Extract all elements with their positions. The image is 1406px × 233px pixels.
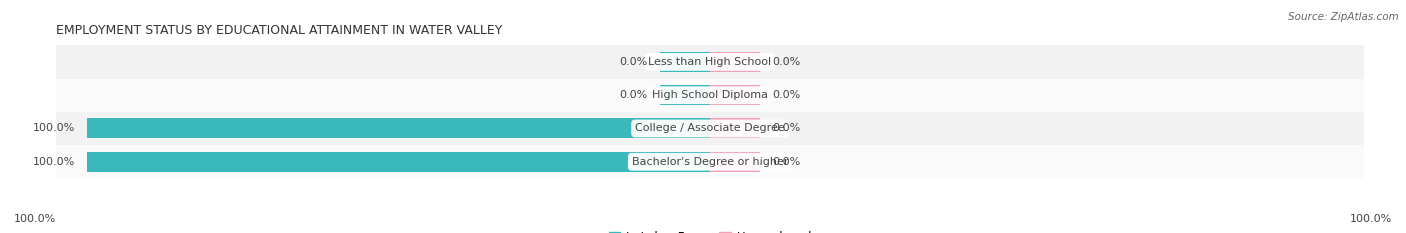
Text: EMPLOYMENT STATUS BY EDUCATIONAL ATTAINMENT IN WATER VALLEY: EMPLOYMENT STATUS BY EDUCATIONAL ATTAINM… [56, 24, 502, 37]
Bar [87, 152, 710, 172]
Text: 100.0%: 100.0% [32, 157, 75, 167]
Text: 0.0%: 0.0% [772, 57, 800, 67]
Text: Source: ZipAtlas.com: Source: ZipAtlas.com [1288, 12, 1399, 22]
Text: High School Diploma: High School Diploma [652, 90, 768, 100]
Text: Bachelor's Degree or higher: Bachelor's Degree or higher [631, 157, 789, 167]
Text: 0.0%: 0.0% [772, 157, 800, 167]
Bar [710, 152, 759, 172]
Bar [56, 45, 1364, 79]
Text: 0.0%: 0.0% [620, 57, 648, 67]
Text: 100.0%: 100.0% [32, 123, 75, 134]
Text: 0.0%: 0.0% [772, 123, 800, 134]
Text: College / Associate Degree: College / Associate Degree [636, 123, 785, 134]
Bar [661, 85, 710, 105]
Text: 0.0%: 0.0% [620, 90, 648, 100]
Bar [710, 85, 759, 105]
Bar [661, 52, 710, 72]
Bar [710, 52, 759, 72]
Text: 0.0%: 0.0% [772, 90, 800, 100]
Bar [87, 119, 710, 138]
Bar [710, 119, 759, 138]
Bar [56, 112, 1364, 145]
Legend: In Labor Force, Unemployed: In Labor Force, Unemployed [605, 226, 815, 233]
Text: 100.0%: 100.0% [14, 214, 56, 224]
Text: Less than High School: Less than High School [648, 57, 772, 67]
Text: 100.0%: 100.0% [1350, 214, 1392, 224]
Bar [56, 79, 1364, 112]
Bar [56, 145, 1364, 178]
